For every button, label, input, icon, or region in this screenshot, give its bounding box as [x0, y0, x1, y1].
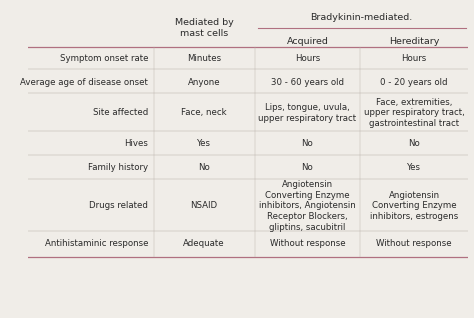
Text: Without response: Without response [376, 239, 452, 248]
Text: No: No [301, 163, 313, 172]
Text: Adequate: Adequate [183, 239, 225, 248]
Text: Face, neck: Face, neck [182, 108, 227, 117]
Text: Drugs related: Drugs related [90, 201, 148, 211]
Text: 0 - 20 years old: 0 - 20 years old [380, 78, 448, 86]
Text: Average age of disease onset: Average age of disease onset [20, 78, 148, 86]
Text: Without response: Without response [270, 239, 345, 248]
Text: 30 - 60 years old: 30 - 60 years old [271, 78, 344, 86]
Text: Hours: Hours [401, 53, 427, 63]
Text: No: No [198, 163, 210, 172]
Text: Antihistaminic response: Antihistaminic response [45, 239, 148, 248]
Text: NSAID: NSAID [191, 201, 218, 211]
Text: Acquired: Acquired [286, 37, 328, 46]
Text: Face, extremities,
upper respiratory tract,
gastrointestinal tract: Face, extremities, upper respiratory tra… [364, 98, 465, 128]
Text: Yes: Yes [407, 163, 421, 172]
Text: Angiotensin
Converting Enzyme
inhibitors, Angiotensin
Receptor Blockers,
gliptin: Angiotensin Converting Enzyme inhibitors… [259, 180, 356, 232]
Text: Angiotensin
Converting Enzyme
inhibitors, estrogens: Angiotensin Converting Enzyme inhibitors… [370, 190, 458, 221]
Text: Anyone: Anyone [188, 78, 220, 86]
Text: Mediated by
mast cells: Mediated by mast cells [175, 18, 234, 38]
Text: Lips, tongue, uvula,
upper respiratory tract: Lips, tongue, uvula, upper respiratory t… [258, 103, 356, 123]
Text: No: No [301, 139, 313, 148]
Text: Family history: Family history [88, 163, 148, 172]
Text: Bradykinin-mediated.: Bradykinin-mediated. [310, 13, 412, 22]
Text: Hours: Hours [295, 53, 320, 63]
Text: Yes: Yes [197, 139, 211, 148]
Text: No: No [408, 139, 420, 148]
Text: Site affected: Site affected [93, 108, 148, 117]
Text: Hives: Hives [125, 139, 148, 148]
Text: Hereditary: Hereditary [389, 37, 439, 46]
Text: Minutes: Minutes [187, 53, 221, 63]
Text: Symptom onset rate: Symptom onset rate [60, 53, 148, 63]
